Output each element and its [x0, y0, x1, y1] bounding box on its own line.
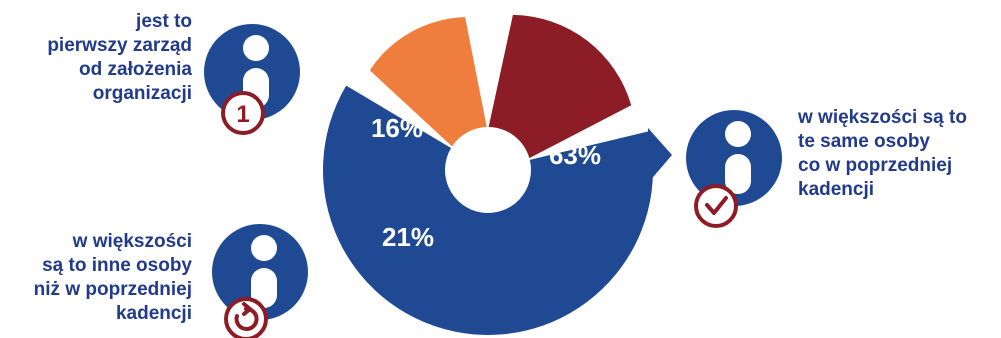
value-label-16: 16% — [371, 113, 423, 143]
callout-line: w większości — [72, 231, 192, 252]
callout-same-people: w większości są to te same osoby co w po… — [798, 106, 967, 202]
number-one-icon: 1 — [221, 91, 265, 135]
callout-line: kadencji — [115, 303, 192, 324]
slice-other-people — [488, 14, 632, 159]
slice-pointer — [648, 128, 672, 183]
callout-line: co w poprzedniej — [798, 155, 953, 176]
callout-line: od założenia — [79, 59, 192, 80]
callout-line: organizacji — [92, 83, 192, 104]
callout-line: jest to — [136, 11, 192, 32]
value-label-63: 63% — [549, 140, 601, 170]
slice-same-people — [323, 85, 653, 336]
callout-line: pierwszy zarząd — [47, 35, 192, 56]
checkmark-icon — [694, 184, 738, 228]
callout-line: te same osoby — [798, 131, 930, 152]
person-icon — [204, 24, 300, 120]
callout-other-people: w większości są to inne osoby niż w popr… — [34, 230, 192, 326]
svg-text:1: 1 — [236, 101, 249, 128]
person-icon — [212, 224, 308, 320]
callout-line: w większości są to — [798, 107, 967, 128]
callout-line: niż w poprzedniej — [33, 279, 192, 300]
refresh-icon — [224, 297, 268, 338]
person-icon — [686, 110, 782, 206]
callout-line: są to inne osoby — [42, 255, 192, 276]
callout-line: kadencji — [798, 179, 875, 200]
donut-slices — [323, 14, 672, 336]
value-label-21: 21% — [382, 222, 434, 252]
callout-first-board: jest to pierwszy zarząd od założenia org… — [47, 10, 192, 106]
value-labels: 16% 21% 63% — [371, 113, 601, 252]
slice-first-board — [369, 17, 487, 147]
